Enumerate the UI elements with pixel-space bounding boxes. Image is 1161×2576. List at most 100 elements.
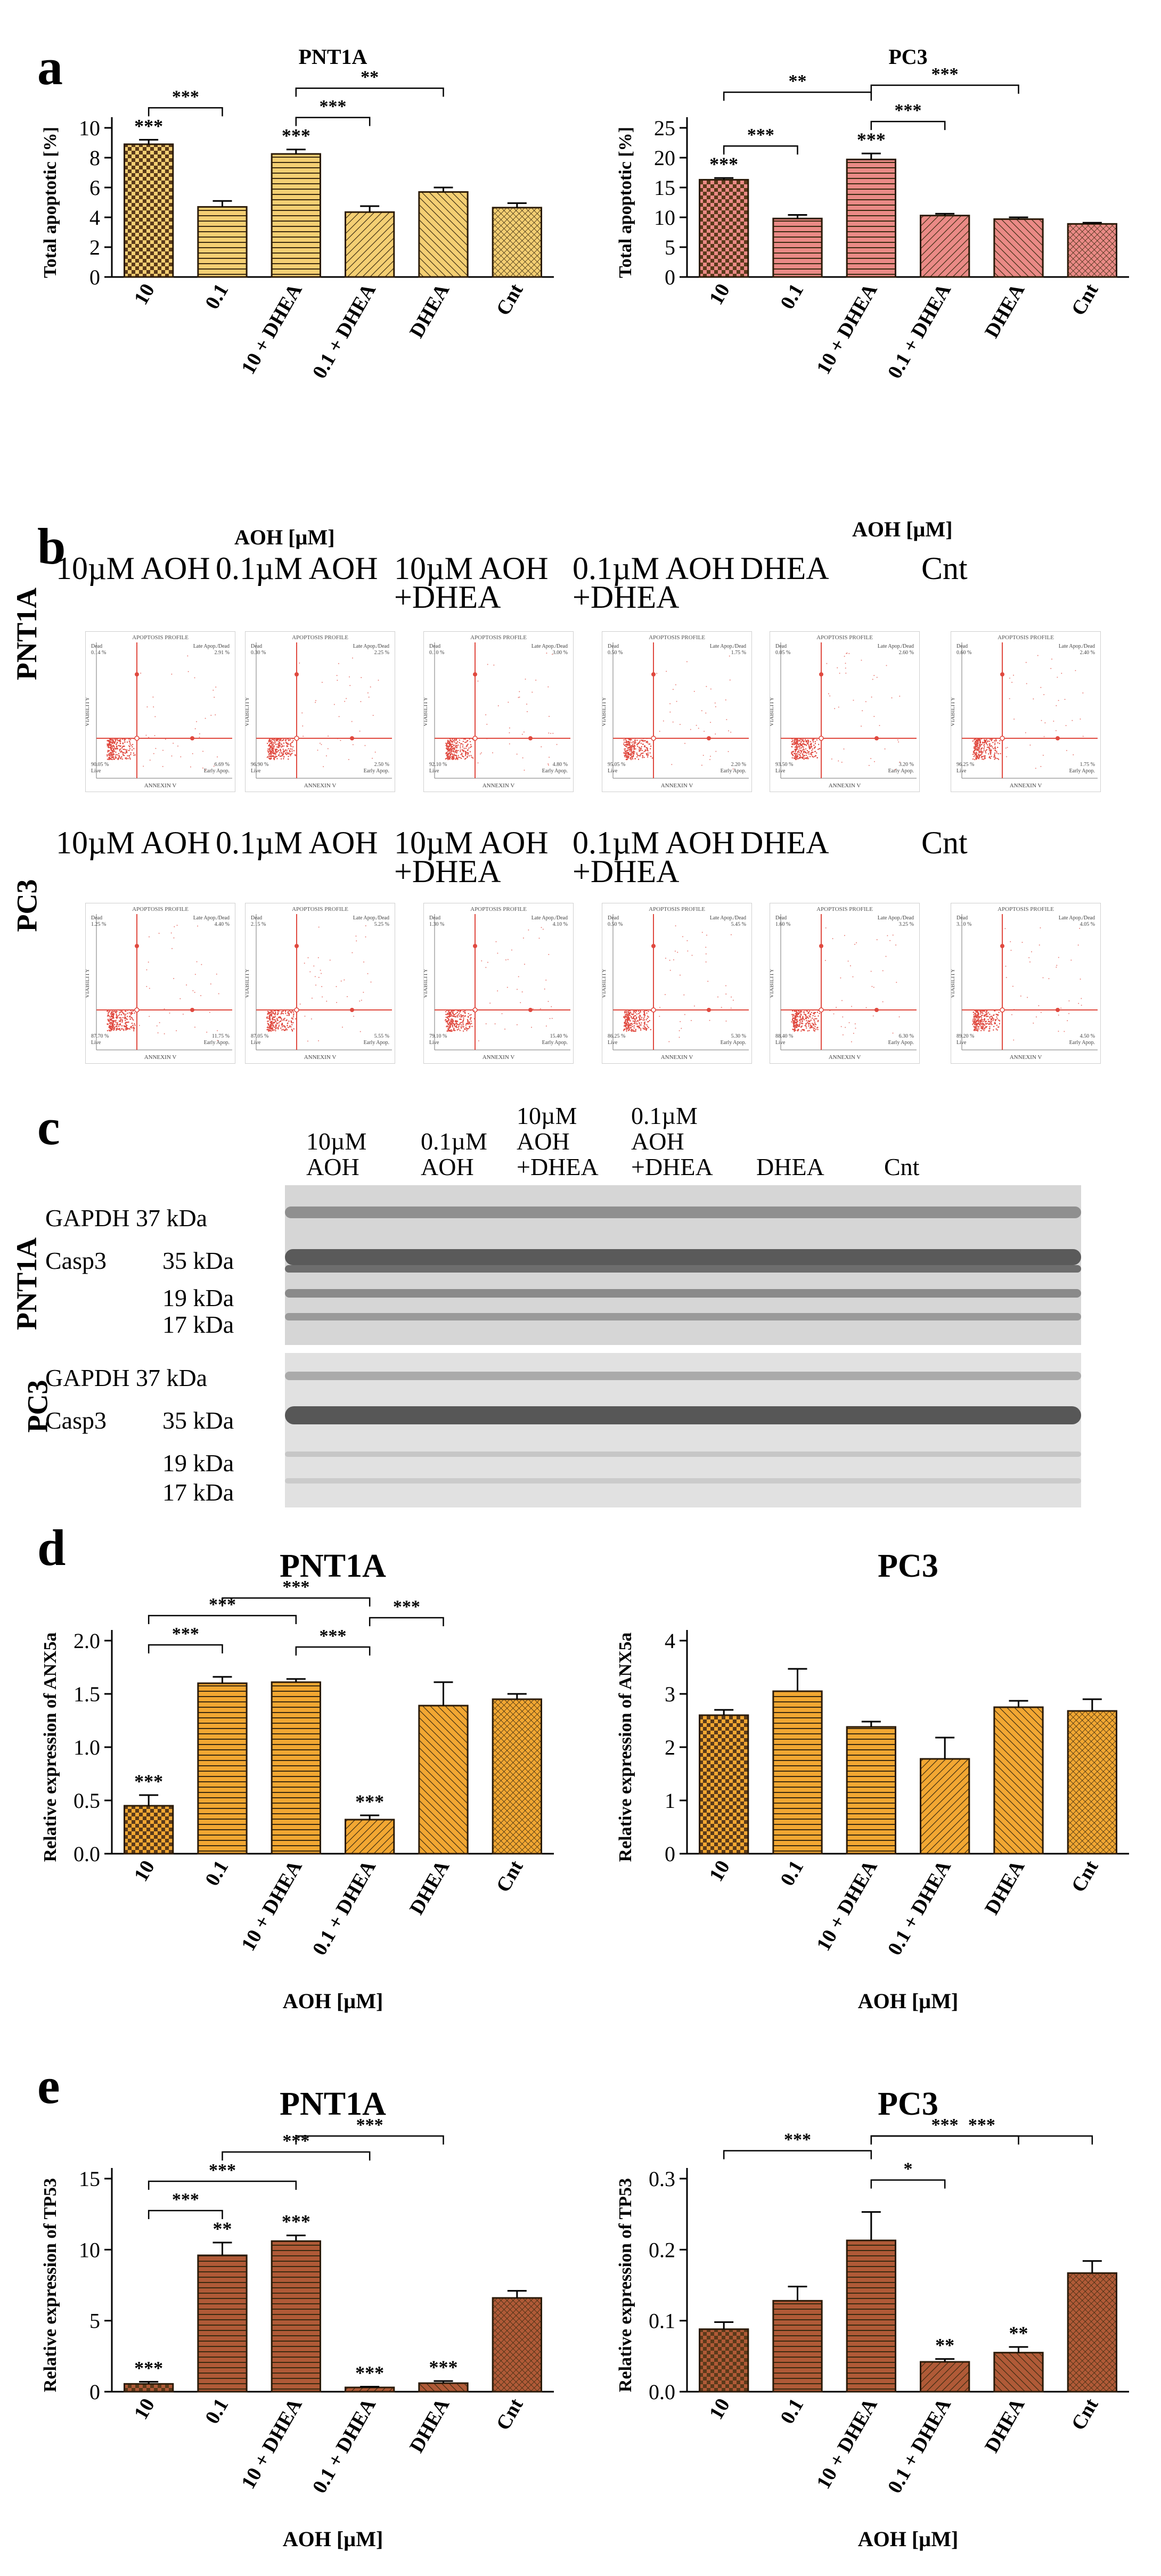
flow-event-dot [273,759,275,761]
flow-event-dot [643,751,645,753]
flow-event-dot [110,1029,112,1030]
flow-event-dot [109,739,111,741]
flow-event-dot [797,743,799,745]
flow-event-dot [281,743,282,745]
flow-event-dot [644,1016,645,1018]
flow-event-dot [975,738,976,740]
flow-event-dot [465,741,467,743]
flow-event-dot [1077,944,1079,946]
flow-event-dot [988,743,990,745]
flow-event-dot [669,711,671,713]
e-pc3-y-tick-label: 0.3 [649,2167,675,2191]
e-pnt1a-bracket-label-0: *** [172,2190,199,2210]
flow-gate-handle-right [874,1008,879,1012]
flow-event-dot [315,702,316,703]
flow-event-dot [802,754,804,756]
flow-event-dot [336,675,338,676]
flow-event-dot [268,1026,270,1029]
flow-event-dot [116,1029,117,1031]
flow-event-dot [882,970,884,972]
flow-event-dot [317,957,319,958]
flow-event-dot [133,1028,135,1029]
flow-event-dot [727,751,729,752]
flow-event-dot [632,1020,634,1022]
flow-x-axis-label: ANNEXIN V [661,782,693,789]
d-pc3-bar-5 [1067,1710,1117,1855]
flow-event-dot [113,745,115,747]
flow-event-dot [281,746,282,748]
flow-col-label-pc3-3: 0.1µM AOH +DHEA [573,825,735,889]
flow-event-dot [833,1013,835,1015]
flow-event-dot [281,1018,282,1020]
flow-event-dot [452,755,453,757]
flow-event-dot [293,1013,295,1015]
flow-event-dot [639,1015,641,1017]
flow-event-dot [796,1015,798,1017]
flow-event-dot [623,1030,625,1031]
flow-event-dot [996,1029,998,1031]
flow-event-dot [346,698,347,699]
flow-event-dot [974,1016,976,1018]
flow-event-dot [625,1023,626,1025]
flow-event-dot [456,1029,458,1031]
flow-event-dot [974,746,976,748]
flow-event-dot [646,1024,648,1026]
flow-event-dot [201,964,202,965]
flow-event-dot [353,1015,355,1017]
flow-event-dot [133,1030,135,1032]
flow-event-dot [798,1024,800,1026]
flow-event-dot [627,1010,629,1012]
flow-event-dot [458,1025,460,1028]
flow-event-dot [451,1015,453,1016]
flow-event-dot [269,1014,271,1015]
flow-event-dot [994,744,996,746]
e-pnt1a-bar-4 [418,2382,469,2393]
flow-event-dot [647,748,649,750]
flow-event-dot [1078,1002,1080,1004]
flow-event-dot [631,1030,632,1032]
flow-event-dot [636,1013,638,1015]
flow-event-dot [363,991,364,993]
flow-event-dot [797,739,799,741]
flow-event-dot [706,686,707,687]
flow-event-dot [795,1014,797,1016]
flow-event-dot [666,671,667,672]
flow-event-dot [109,750,110,752]
flow-event-dot [509,727,510,729]
flow-event-dot [992,748,994,749]
flow-event-dot [458,1028,460,1030]
flow-event-dot [446,752,448,753]
flow-event-dot [673,959,674,960]
flow-event-dot [129,743,131,745]
flow-event-dot [987,746,989,748]
flow-event-dot [283,756,285,757]
flow-event-dot [803,746,804,748]
flow-event-dot [635,1015,636,1017]
flow-event-dot [627,744,628,745]
flow-event-dot [464,1012,466,1014]
flow-event-dot [532,691,533,693]
flow-event-dot [985,1026,987,1028]
flow-event-dot [108,740,110,741]
flow-event-dot [158,933,160,934]
flow-quadrant-dead-label: Dead [251,915,262,921]
flow-event-dot [811,1026,813,1029]
flow-event-dot [796,1025,798,1027]
flow-col-label-pc3-1: 0.1µM AOH [216,825,378,860]
flow-event-dot [633,744,635,746]
flow-event-dot [994,757,996,759]
flow-event-dot [282,1029,284,1030]
flow-event-dot [128,755,130,757]
flow-event-dot [1033,698,1034,700]
flow-event-dot [983,1030,985,1031]
flow-event-dot [284,753,287,754]
flow-event-dot [803,737,805,739]
flow-event-dot [461,753,463,755]
flow-event-dot [107,749,109,752]
flow-event-dot [121,758,124,760]
flow-event-dot [292,1022,294,1024]
flow-event-dot [115,1025,117,1028]
flow-event-dot [998,1012,1000,1013]
flow-event-dot [800,1030,802,1032]
flow-event-dot [199,736,200,738]
